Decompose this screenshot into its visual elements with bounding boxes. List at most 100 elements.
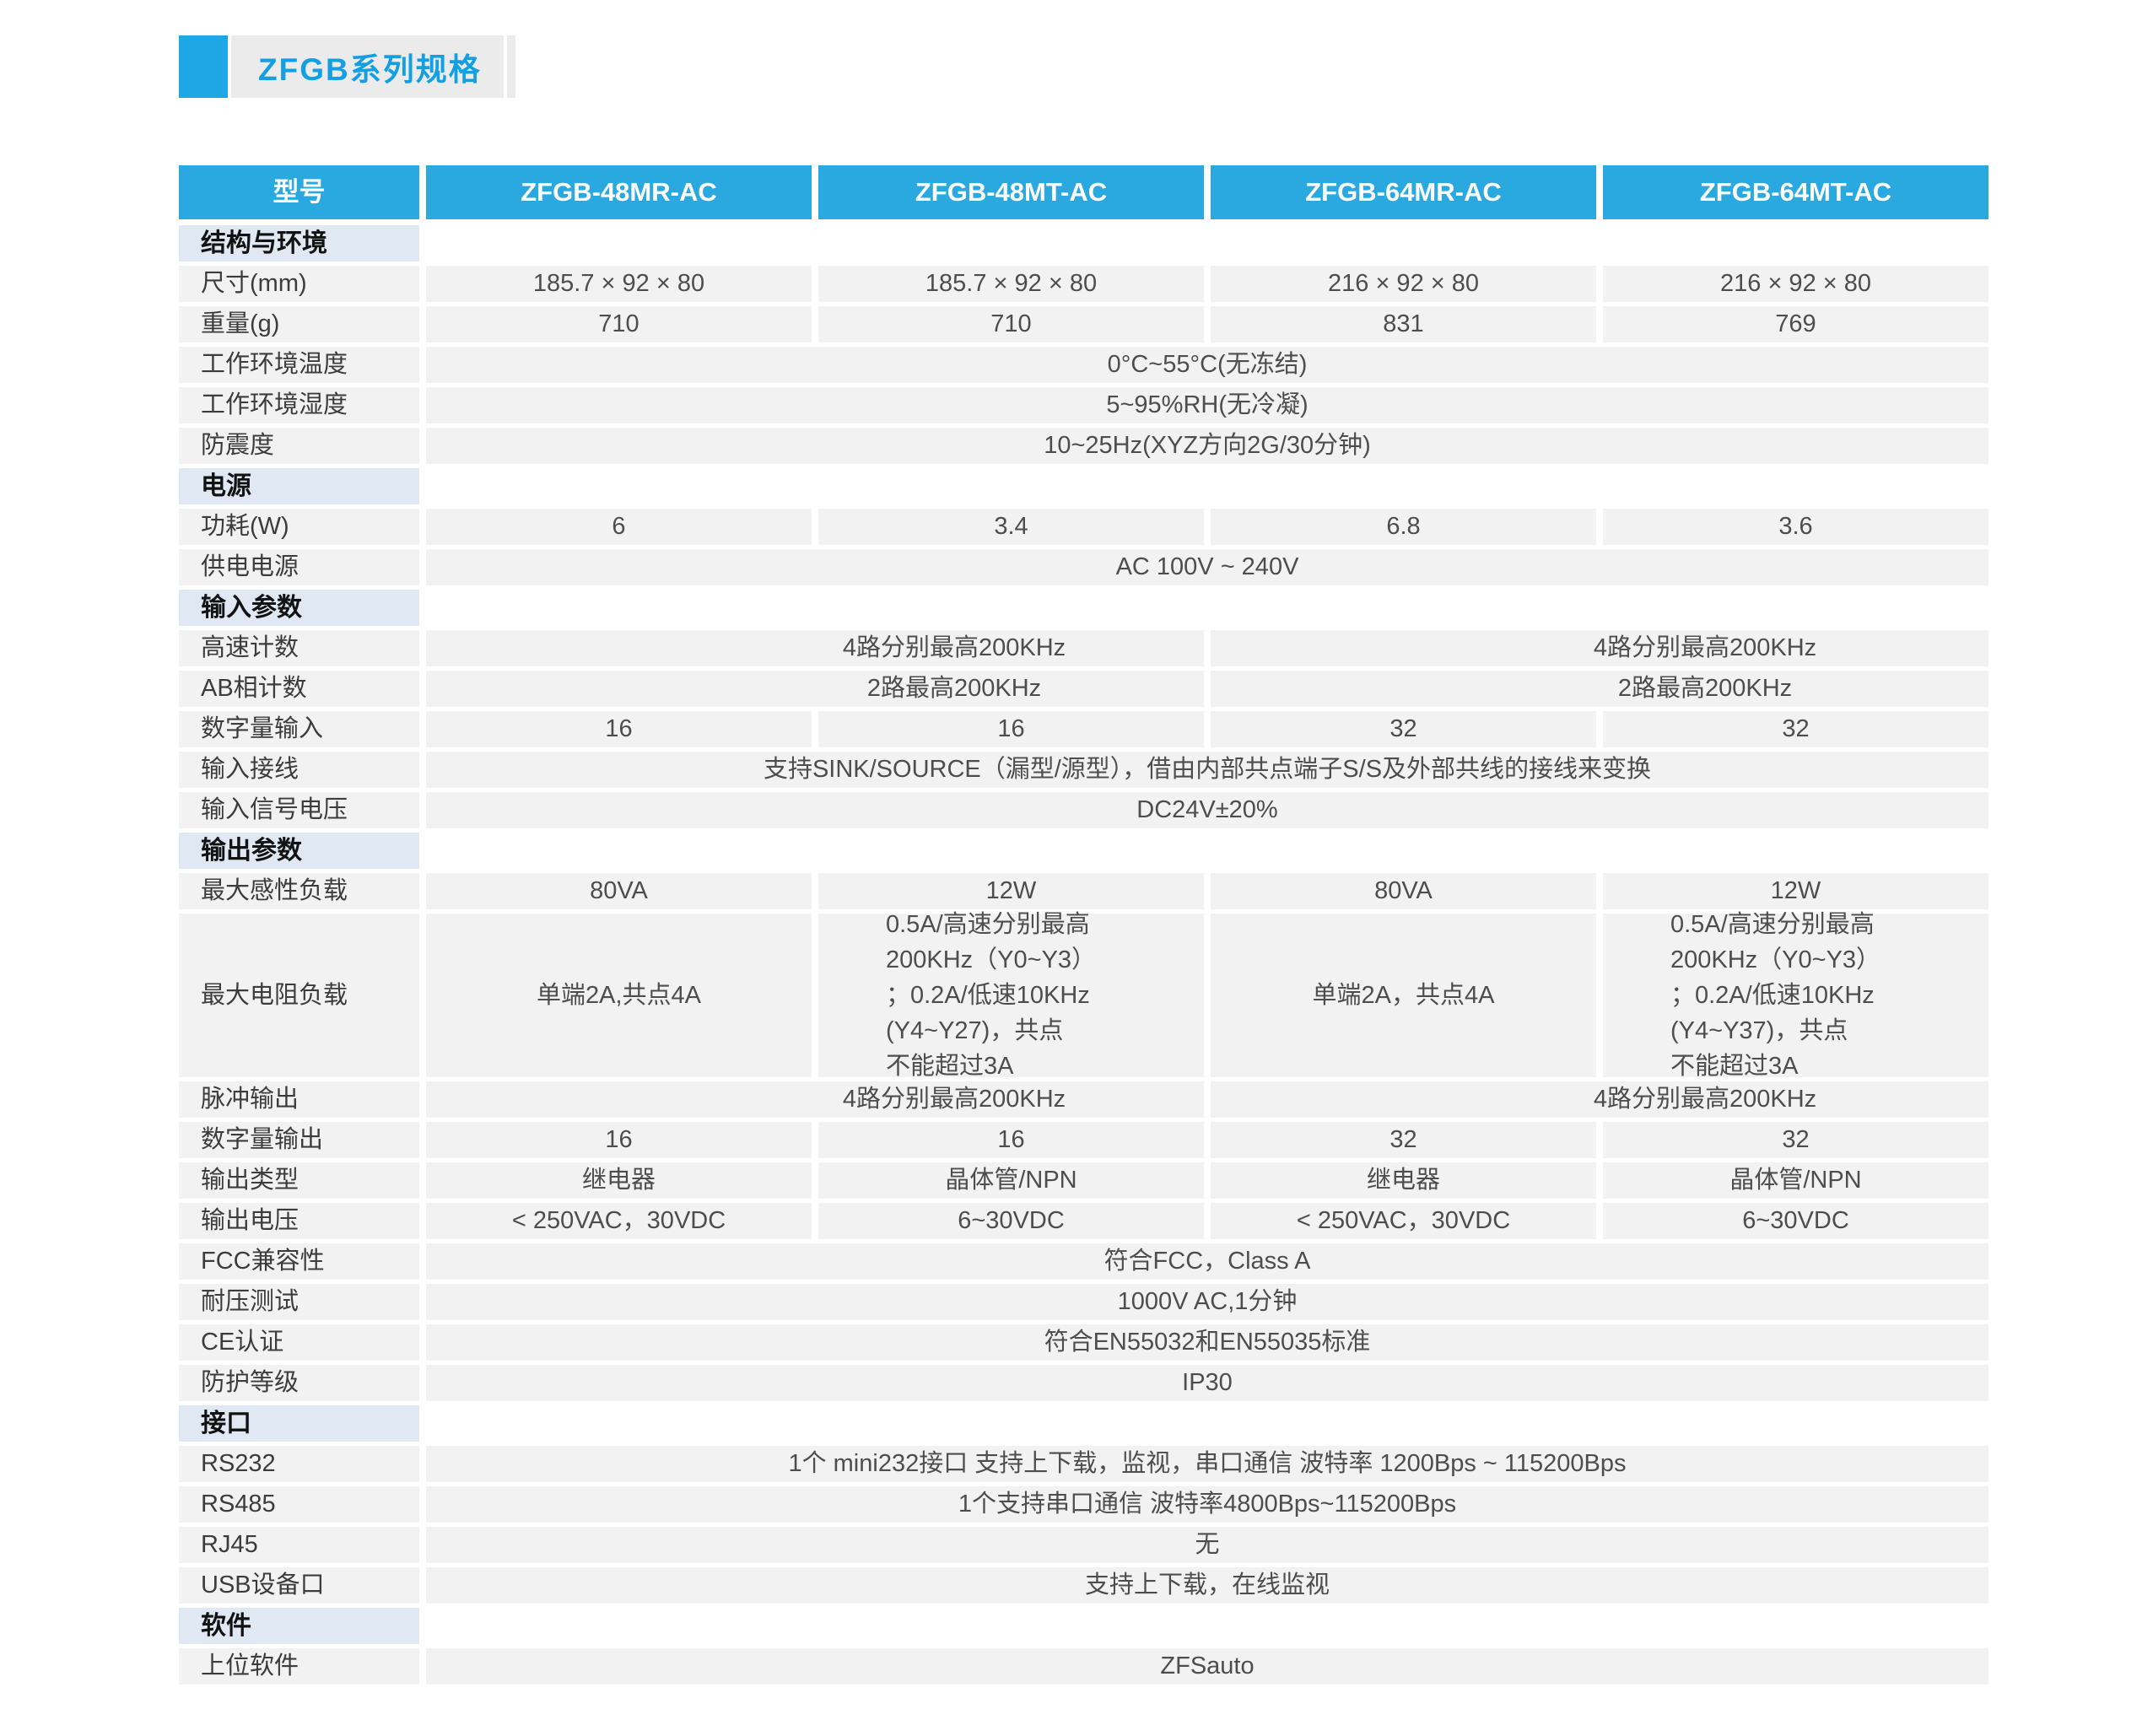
spec-value-cell: 216 × 92 × 80 [1211,266,1596,302]
row-label: FCC兼容性 [179,1243,419,1280]
table-row: RJ45 无 [179,1527,1991,1563]
table-row: 防震度 10~25Hz(XYZ方向2G/30分钟) [179,428,1991,464]
spec-value-cell: 4路分别最高200KHz [1211,630,1988,666]
row-label: 工作环境湿度 [179,387,419,423]
spec-value-cell: 16 [426,711,812,747]
table-row: RS485 1个支持串口通信 波特率4800Bps~115200Bps [179,1486,1991,1523]
spec-value-cell: 6 [426,509,812,545]
table-row: FCC兼容性 符合FCC，Class A [179,1243,1991,1280]
page-title: ZFGB系列规格 [258,52,482,87]
spec-value-cell: 支持上下载，在线监视 [426,1567,1988,1604]
row-label: 最大电阻负载 [179,914,419,1077]
row-label: RJ45 [179,1527,419,1563]
page-title-bar: ZFGB系列规格 [179,35,515,98]
spec-value-cell: 无 [426,1527,1988,1563]
spec-value-cell: 80VA [1211,873,1596,909]
row-label: RS232 [179,1446,419,1482]
row-label: 数字量输出 [179,1122,419,1158]
spec-value-cell: 32 [1211,1122,1596,1158]
row-label: 上位软件 [179,1648,419,1685]
spec-value-cell: 0.5A/高速分别最高 200KHz（Y0~Y3） ；0.2A/低速10KHz … [818,911,1204,1080]
spec-value-cell: 16 [818,1122,1204,1158]
row-label: 脉冲输出 [179,1081,419,1118]
section-header-row: 输出参数 [179,833,1991,869]
section-label: 输入参数 [179,590,419,626]
spec-value-cell: 6~30VDC [1603,1203,1988,1239]
row-label: 耐压测试 [179,1284,419,1320]
spec-value-cell: 4路分别最高200KHz [426,630,1204,666]
table-row: 供电电源 AC 100V ~ 240V [179,549,1991,585]
row-label: 输入接线 [179,752,419,788]
spec-value-cell: ZFSauto [426,1648,1988,1685]
spec-value-cell: 12W [1603,873,1988,909]
table-row: 高速计数 4路分别最高200KHz 4路分别最高200KHz [179,630,1991,666]
table-row: 重量(g) 710 710 831 769 [179,306,1991,342]
row-label: 工作环境温度 [179,347,419,383]
spec-value-cell: 216 × 92 × 80 [1603,266,1988,302]
row-label: 防震度 [179,428,419,464]
spec-value-cell: 32 [1603,1122,1988,1158]
table-row: 工作环境温度 0°C~55°C(无冻结) [179,347,1991,383]
row-label: 高速计数 [179,630,419,666]
title-accent-square [179,35,228,98]
section-header-row: 接口 [179,1405,1991,1442]
spec-value-cell: 单端2A，共点4A [1211,914,1596,1077]
spec-value-cell: 16 [426,1122,812,1158]
spec-value-cell: 晶体管/NPN [1603,1162,1988,1199]
spec-value-cell: 80VA [426,873,812,909]
spec-value-cell: 继电器 [1211,1162,1596,1199]
spec-value-cell: 6.8 [1211,509,1596,545]
spec-value-cell: 支持SINK/SOURCE（漏型/源型），借由内部共点端子S/S及外部共线的接线… [426,752,1988,788]
section-label: 结构与环境 [179,225,419,261]
section-label: 电源 [179,468,419,504]
spec-value-cell: 32 [1603,711,1988,747]
spec-value-cell: IP30 [426,1365,1988,1401]
table-row: 输出类型 继电器 晶体管/NPN 继电器 晶体管/NPN [179,1162,1991,1199]
spec-value-cell: 710 [818,306,1204,342]
table-row: 耐压测试 1000V AC,1分钟 [179,1284,1991,1320]
row-label: CE认证 [179,1324,419,1361]
table-row: 尺寸(mm) 185.7 × 92 × 80 185.7 × 92 × 80 2… [179,266,1991,302]
spec-value-cell: 710 [426,306,812,342]
spec-value-cell: < 250VAC，30VDC [1211,1203,1596,1239]
section-label: 接口 [179,1405,419,1442]
spec-value-cell: 769 [1603,306,1988,342]
table-row: 上位软件 ZFSauto [179,1648,1991,1685]
table-row: 最大电阻负载 单端2A,共点4A 0.5A/高速分别最高 200KHz（Y0~Y… [179,911,1991,1080]
spec-value-cell: AC 100V ~ 240V [426,549,1988,585]
row-label: 尺寸(mm) [179,266,419,302]
spec-value-cell: 10~25Hz(XYZ方向2G/30分钟) [426,428,1988,464]
spec-value-cell: < 250VAC，30VDC [426,1203,812,1239]
spec-value-cell: 4路分别最高200KHz [426,1081,1204,1118]
row-label: 重量(g) [179,306,419,342]
section-header-row: 输入参数 [179,590,1991,626]
model-header-cell: ZFGB-64MR-AC [1211,165,1596,219]
spec-value-cell: 12W [818,873,1204,909]
spec-table: 型号 ZFGB-48MR-AC ZFGB-48MT-AC ZFGB-64MR-A… [179,165,1991,1689]
section-header-row: 电源 [179,468,1991,504]
spec-value-cell: 单端2A,共点4A [426,914,812,1077]
table-row: 工作环境湿度 5~95%RH(无冷凝) [179,387,1991,423]
table-row: 数字量输出 16 16 32 32 [179,1122,1991,1158]
section-header-row: 结构与环境 [179,225,1991,261]
spec-value-cell: 5~95%RH(无冷凝) [426,387,1988,423]
spec-value-cell: 1个 mini232接口 支持上下载，监视，串口通信 波特率 1200Bps ~… [426,1446,1988,1482]
section-label: 软件 [179,1608,419,1644]
table-row: 数字量输入 16 16 32 32 [179,711,1991,747]
spec-value-cell: 32 [1211,711,1596,747]
spec-value-cell: 2路最高200KHz [1211,671,1988,707]
spec-value-cell: 6~30VDC [818,1203,1204,1239]
spec-value-cell: 0.5A/高速分别最高 200KHz（Y0~Y3） ；0.2A/低速10KHz … [1603,911,1988,1080]
row-label: 功耗(W) [179,509,419,545]
spec-value-cell: 1个支持串口通信 波特率4800Bps~115200Bps [426,1486,1988,1523]
spec-value-cell: 16 [818,711,1204,747]
title-strip [506,35,515,98]
row-label: 输出类型 [179,1162,419,1199]
spec-value-cell: 4路分别最高200KHz [1211,1081,1988,1118]
model-header-cell: ZFGB-48MR-AC [426,165,812,219]
section-header-row: 软件 [179,1608,1991,1644]
spec-value-cell: 2路最高200KHz [426,671,1204,707]
table-row: 防护等级 IP30 [179,1365,1991,1401]
table-header-row: 型号 ZFGB-48MR-AC ZFGB-48MT-AC ZFGB-64MR-A… [179,165,1991,219]
model-header-cell: ZFGB-48MT-AC [818,165,1204,219]
